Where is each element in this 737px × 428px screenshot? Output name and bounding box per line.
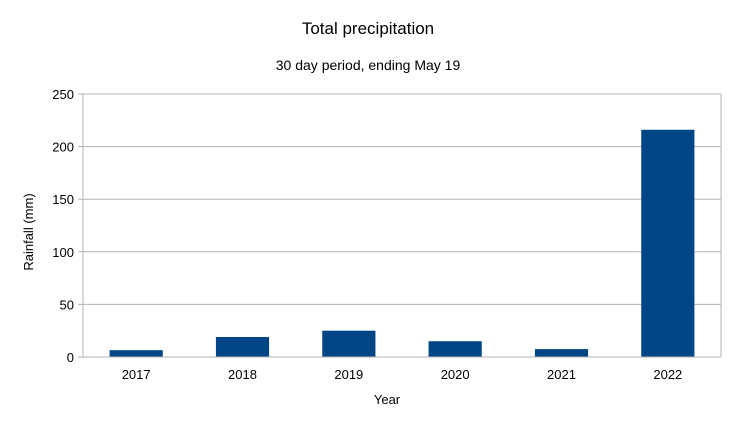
y-tick-label: 250 — [52, 87, 74, 102]
x-axis-label: Year — [374, 392, 401, 407]
y-tick-labels: 0 50 100 150 200 250 — [52, 87, 74, 365]
bar-2022 — [641, 129, 695, 357]
bar-2021 — [534, 349, 589, 357]
x-tick-label: 2022 — [653, 367, 682, 382]
bar-series — [109, 129, 695, 357]
chart-subtitle: 30 day period, ending May 19 — [276, 57, 461, 73]
chart-title: Total precipitation — [302, 19, 434, 38]
x-tick-label: 2019 — [334, 367, 363, 382]
x-tick-label: 2018 — [228, 367, 257, 382]
y-tick-label: 150 — [52, 192, 74, 207]
y-tick-label: 100 — [52, 245, 74, 260]
y-tick-label: 50 — [60, 297, 74, 312]
gridlines — [83, 93, 721, 358]
bar-2017 — [109, 350, 163, 357]
y-tick-label: 0 — [67, 350, 74, 365]
bar-2019 — [322, 330, 376, 357]
x-tick-label: 2020 — [441, 367, 470, 382]
x-tick-label: 2017 — [122, 367, 151, 382]
bar-2018 — [215, 337, 270, 357]
y-tick-label: 200 — [52, 140, 74, 155]
axes — [78, 93, 722, 358]
y-axis-label: Rainfall (mm) — [21, 193, 36, 270]
bar-2020 — [428, 341, 482, 357]
x-tick-label: 2021 — [547, 367, 576, 382]
x-tick-labels: 2017 2018 2019 2020 2021 2022 — [122, 367, 683, 382]
